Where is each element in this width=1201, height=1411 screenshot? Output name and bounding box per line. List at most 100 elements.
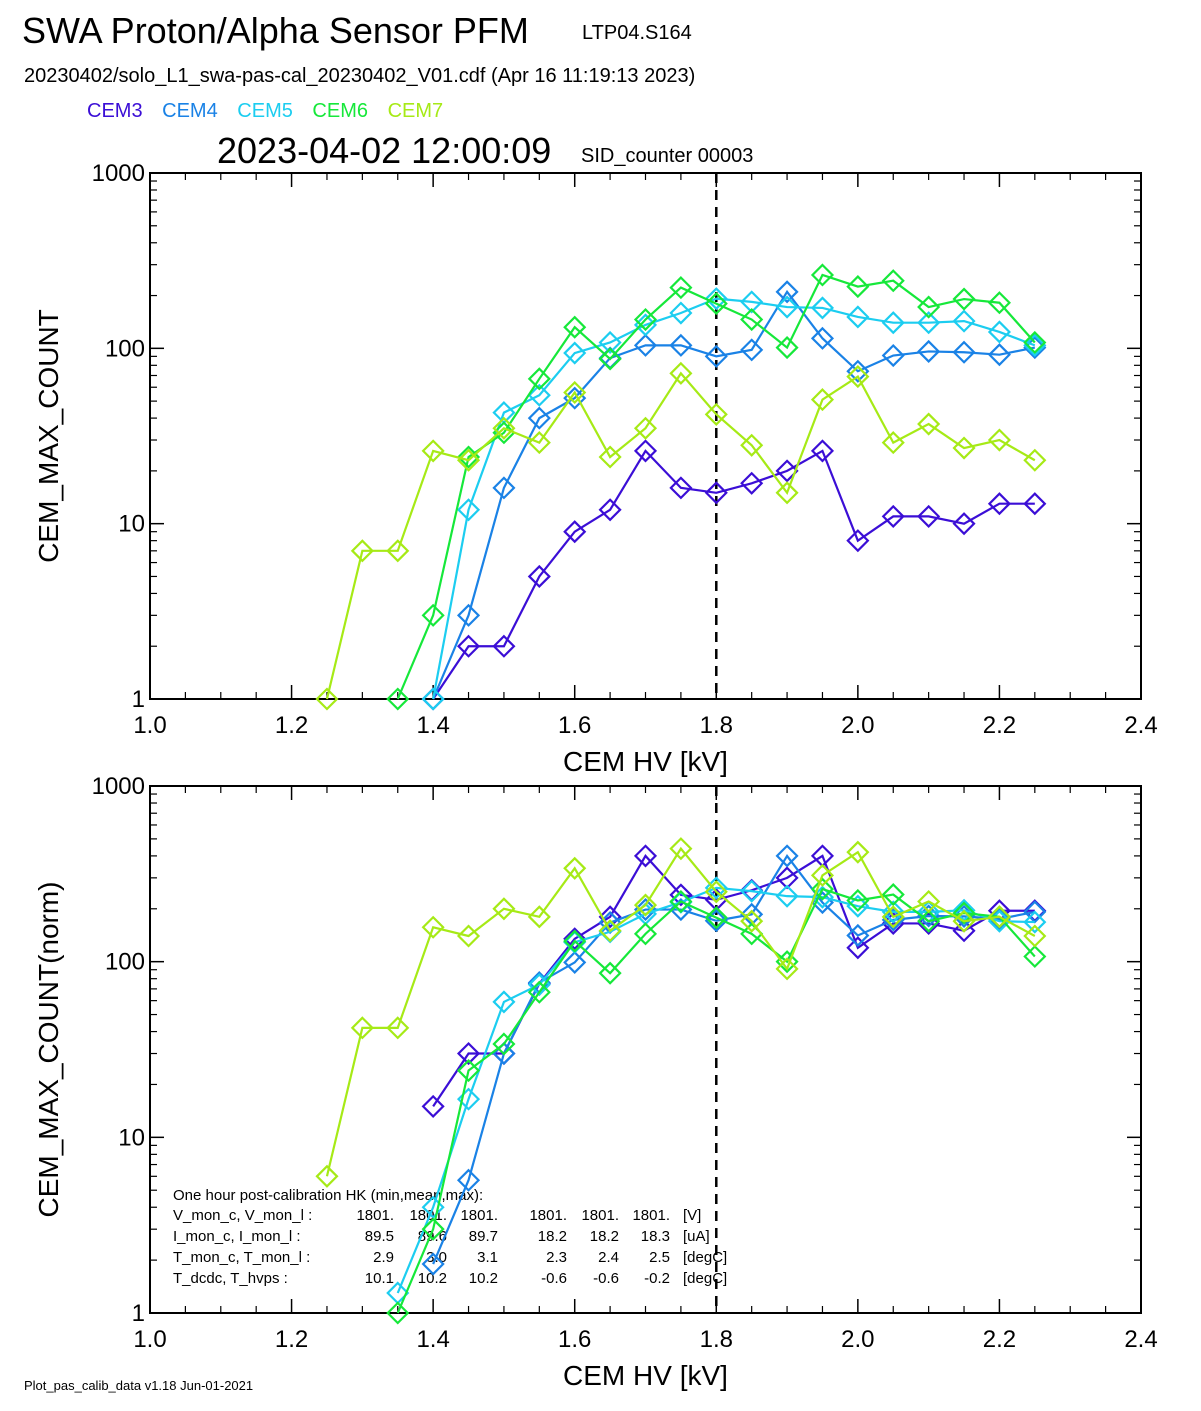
data-point — [917, 412, 941, 436]
data-point — [633, 307, 658, 332]
hk-value: 2.4 — [598, 1249, 619, 1266]
data-point — [421, 915, 445, 939]
series-line — [432, 449, 1035, 700]
hk-value: 1801. — [581, 1207, 619, 1224]
data-point — [563, 856, 587, 880]
data-point — [704, 402, 728, 426]
data-point — [987, 343, 1011, 367]
hk-row-label: V_mon_c, V_mon_l : — [173, 1207, 312, 1224]
x-tick-label: 1.6 — [558, 712, 591, 739]
data-point — [740, 433, 764, 457]
data-point — [1023, 910, 1047, 934]
data-point — [669, 476, 693, 500]
data-point — [492, 1032, 516, 1056]
data-point — [598, 498, 622, 522]
data-point — [456, 603, 481, 627]
data-point — [775, 481, 799, 505]
data-point — [563, 927, 587, 951]
x-tick-label: 1.8 — [700, 1326, 733, 1353]
data-point — [917, 889, 941, 914]
data-point — [386, 1301, 410, 1325]
series-cem7 — [315, 361, 1047, 711]
data-point — [810, 388, 835, 412]
data-point — [846, 275, 870, 299]
x-tick-label: 1.0 — [133, 1326, 166, 1353]
data-point — [633, 439, 658, 463]
y-tick-label: 10 — [118, 1124, 145, 1151]
data-point — [492, 476, 516, 500]
series-cem4 — [421, 280, 1047, 711]
series-line — [432, 289, 1036, 700]
hk-value: 1801. — [460, 1207, 498, 1224]
data-point — [669, 889, 693, 914]
data-point — [987, 428, 1011, 452]
y-tick-label: 100 — [105, 949, 145, 976]
data-point — [527, 980, 551, 1004]
data-point — [527, 564, 551, 589]
data-point — [1023, 924, 1047, 948]
y-tick-label: 100 — [105, 335, 145, 362]
data-point — [775, 336, 799, 360]
series-cem7 — [315, 837, 1047, 1188]
data-point — [456, 634, 481, 658]
data-point — [1023, 448, 1047, 472]
data-point — [987, 492, 1011, 516]
data-point — [492, 421, 516, 445]
data-point — [492, 634, 516, 658]
data-point — [492, 416, 516, 440]
data-point — [563, 380, 587, 405]
data-point — [669, 883, 693, 907]
series-cem3 — [421, 844, 1047, 1118]
data-point — [421, 439, 445, 463]
series-line — [396, 273, 1036, 700]
data-point — [633, 922, 658, 946]
data-point — [917, 909, 941, 933]
data-point — [563, 950, 587, 974]
data-point — [917, 311, 941, 335]
data-point — [1023, 492, 1047, 516]
data-point — [633, 893, 658, 917]
data-point — [633, 897, 658, 922]
y-tick-label: 1 — [132, 686, 145, 713]
x-tick-label: 2.0 — [841, 712, 874, 739]
data-point — [315, 687, 339, 711]
data-point — [456, 498, 481, 522]
x-tick-label: 1.8 — [700, 712, 733, 739]
data-point — [669, 837, 693, 861]
data-point — [704, 344, 728, 368]
data-point — [846, 305, 870, 329]
data-point — [704, 880, 728, 904]
data-point — [846, 888, 870, 913]
data-point — [740, 307, 764, 332]
hk-value: 10.2 — [469, 1270, 498, 1287]
data-point — [810, 877, 835, 901]
data-point — [952, 436, 976, 460]
data-point — [386, 1016, 410, 1040]
data-point — [421, 603, 445, 627]
data-point — [386, 539, 410, 563]
data-point — [1023, 944, 1047, 969]
data-point — [350, 1016, 374, 1040]
data-point — [704, 906, 728, 930]
data-point — [704, 481, 728, 505]
data-point — [704, 909, 728, 933]
data-point — [917, 504, 941, 528]
legend-item-cem3: CEM3 — [87, 100, 143, 122]
hk-row-label: T_dcdc, T_hvps : — [173, 1270, 288, 1287]
data-point — [810, 439, 835, 463]
data-point — [598, 919, 622, 943]
data-point — [527, 431, 551, 455]
data-point — [775, 844, 799, 868]
data-point — [740, 338, 764, 362]
data-point — [386, 687, 410, 711]
data-point — [456, 1041, 481, 1066]
data-point — [775, 280, 799, 304]
data-point — [563, 341, 587, 365]
data-point — [810, 326, 835, 350]
hk-value: 1801. — [356, 1207, 394, 1224]
data-point — [917, 339, 941, 363]
data-point — [775, 459, 799, 483]
data-point — [669, 276, 693, 300]
hk-value: 2.9 — [373, 1249, 394, 1266]
series-line — [325, 371, 1036, 700]
